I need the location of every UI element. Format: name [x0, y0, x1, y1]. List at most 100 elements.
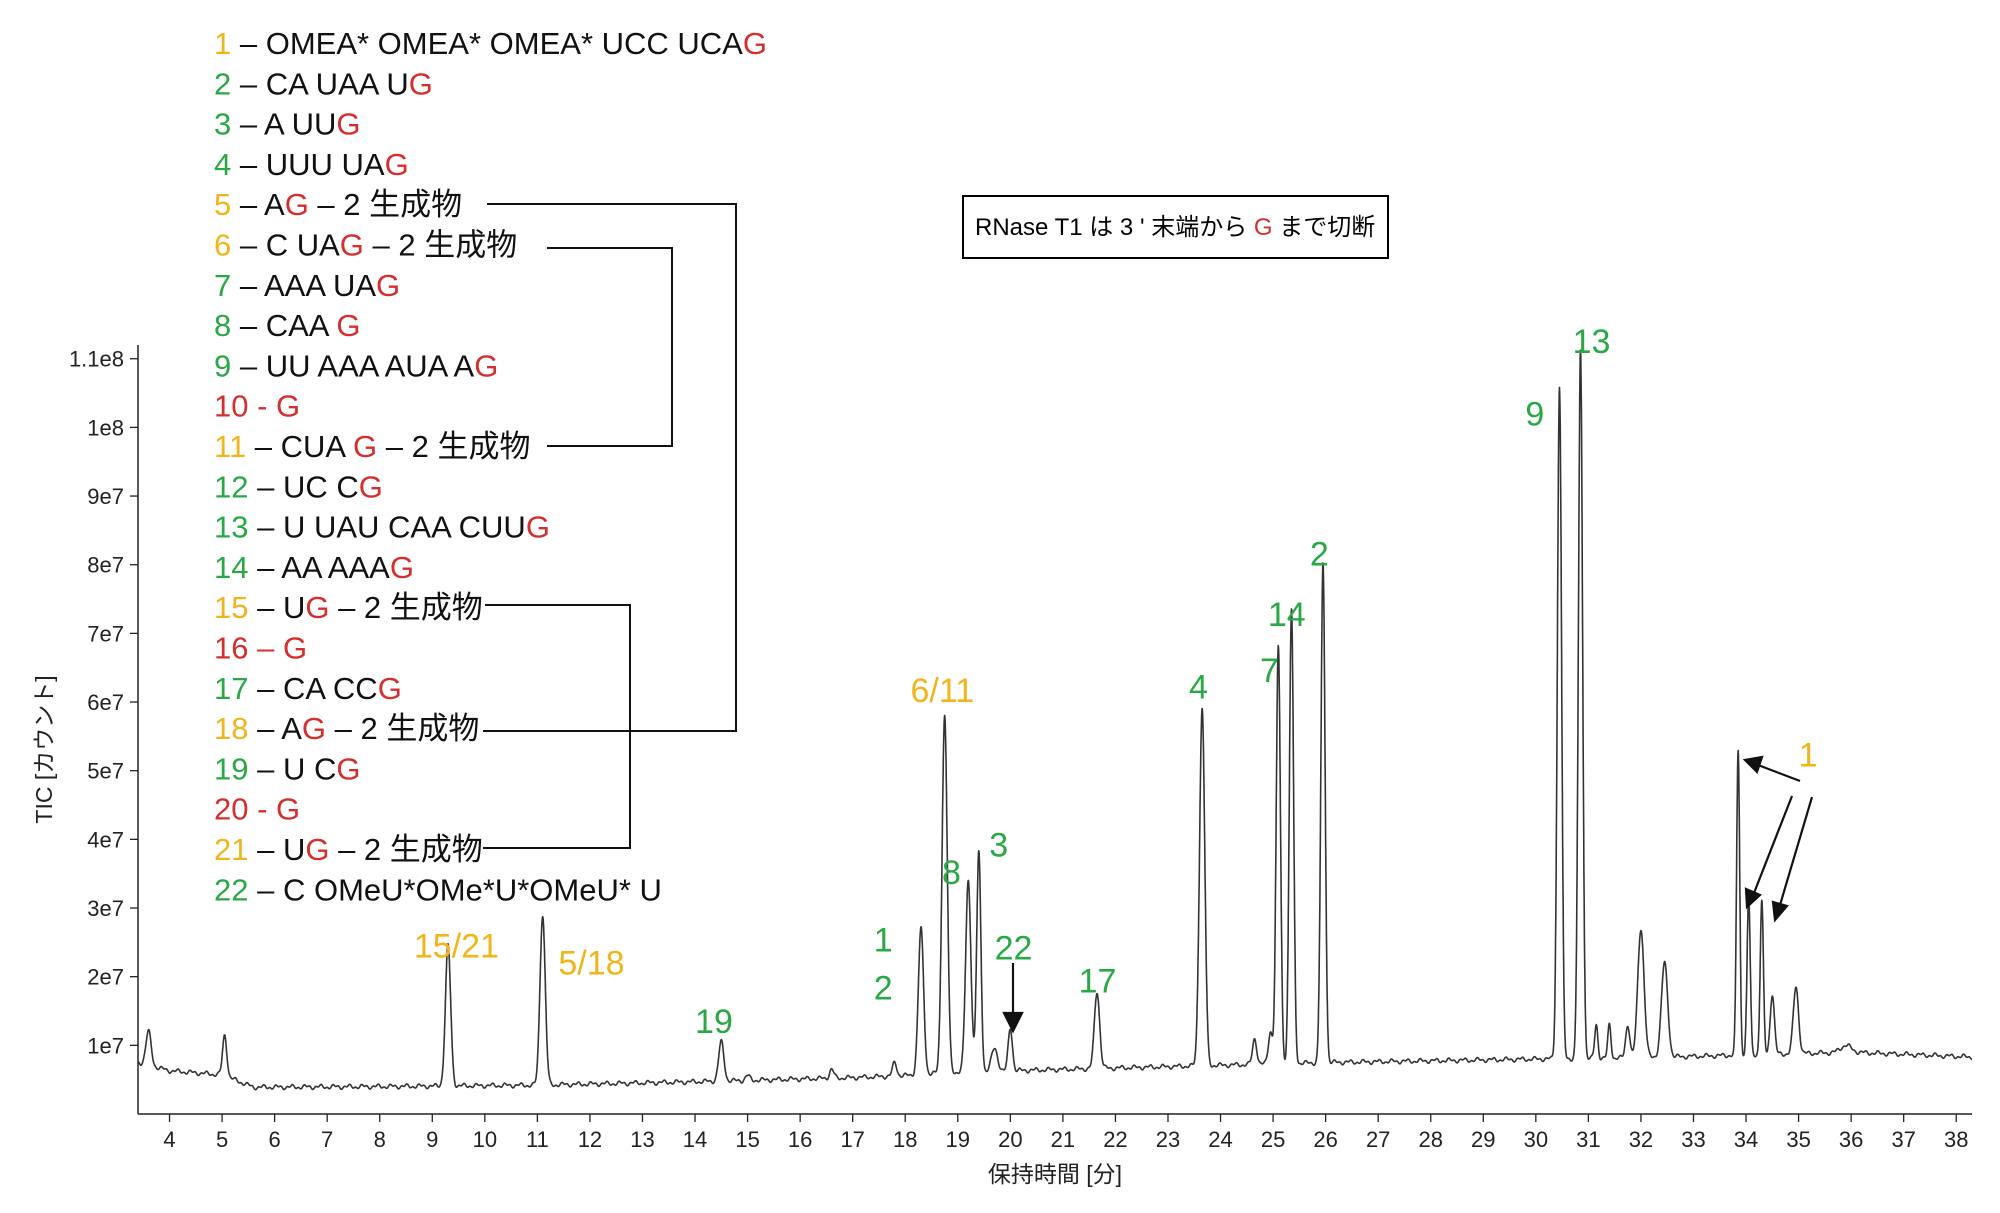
legend-number: 22	[214, 872, 248, 907]
legend-text-part: – G	[248, 631, 307, 666]
legend-number: 13	[214, 510, 248, 545]
peak-label: 15/21	[414, 927, 499, 965]
legend-text-part: – U UAU CAA CUU	[248, 510, 525, 545]
x-tick-label: 36	[1839, 1127, 1863, 1152]
legend-text-part: – 2 生成物	[329, 590, 482, 625]
legend-brackets	[483, 203, 737, 849]
x-tick-label: 7	[321, 1127, 333, 1152]
legend-text-part: G	[305, 832, 329, 867]
y-tick-label: 1e7	[87, 1033, 124, 1058]
bracket-15-21	[483, 604, 631, 849]
legend-number: 12	[214, 469, 248, 504]
legend-text-part: G	[336, 751, 360, 786]
peak-label: 2	[1310, 535, 1329, 573]
legend-text-part: – 2 生成物	[309, 187, 462, 222]
legend-item-6: 6 – C UAG – 2 生成物	[214, 228, 517, 263]
legend-text-part: – U	[248, 832, 305, 867]
legend-text-part: G	[376, 268, 400, 303]
legend-text-part: G	[378, 671, 402, 706]
x-tick-label: 23	[1156, 1127, 1180, 1152]
legend-text-part: G	[474, 348, 498, 383]
legend-item-22: 22 – C OMeU*OMe*U*OMeU* U	[214, 872, 662, 907]
x-tick-label: 11	[526, 1127, 549, 1152]
legend-text-part: - G	[248, 389, 300, 424]
x-tick-label: 28	[1418, 1127, 1442, 1152]
peak-label: 2	[874, 969, 893, 1007]
legend-item-4: 4 – UUU UAG	[214, 147, 409, 182]
legend-text-part: – U	[248, 590, 305, 625]
legend-text-part: – AAA UA	[231, 268, 376, 303]
arrow-1b-head	[1744, 887, 1762, 910]
peak-label: 1	[874, 921, 893, 959]
x-tick-label: 38	[1944, 1127, 1968, 1152]
y-tick-label: 6e7	[87, 690, 124, 715]
legend-item-21: 21 – UG – 2 生成物	[214, 832, 483, 867]
x-tick-label: 35	[1786, 1127, 1810, 1152]
legend-text-part: – OMEA* OMEA* OMEA* UCC UCA	[231, 26, 743, 61]
legend-item-1: 1 – OMEA* OMEA* OMEA* UCC UCAG	[214, 26, 767, 61]
legend-text-part: G	[305, 590, 329, 625]
legend-number: 9	[214, 348, 231, 383]
x-tick-label: 16	[788, 1127, 812, 1152]
arrow-1a-shaft	[1757, 763, 1801, 783]
x-tick-label: 26	[1313, 1127, 1337, 1152]
peak-label: 6/11	[910, 672, 974, 710]
legend-number: 17	[214, 671, 248, 706]
x-tick-label: 8	[374, 1127, 386, 1152]
y-tick-label: 2e7	[87, 965, 124, 990]
legend-number: 16	[214, 631, 248, 666]
x-tick-label: 32	[1629, 1127, 1653, 1152]
legend-text-part: – 2 生成物	[364, 228, 517, 263]
legend-text-part: – UUU UA	[231, 147, 385, 182]
legend-number: 21	[214, 832, 248, 867]
x-tick-label: 6	[269, 1127, 281, 1152]
legend-item-8: 8 – CAA G	[214, 308, 360, 343]
legend-item-2: 2 – CA UAA UG	[214, 66, 433, 101]
legend-text-part: G	[285, 187, 309, 222]
peak-label: 5/18	[558, 945, 624, 983]
legend-item-9: 9 – UU AAA AUA AG	[214, 348, 498, 383]
x-tick-label: 22	[1103, 1127, 1127, 1152]
legend-item-19: 19 – U CG	[214, 751, 360, 786]
legend-text-part: G	[409, 66, 433, 101]
legend-item-7: 7 – AAA UAG	[214, 268, 400, 303]
legend-text-part: G	[340, 228, 364, 263]
legend-number: 5	[214, 187, 231, 222]
x-tick-label: 33	[1681, 1127, 1705, 1152]
legend-number: 1	[214, 26, 231, 61]
peak-label: 14	[1268, 596, 1306, 634]
legend-text-part: – CA CC	[248, 671, 377, 706]
y-tick-label: 1e8	[87, 415, 124, 440]
y-tick-label: 7e7	[87, 621, 124, 646]
legend-number: 15	[214, 590, 248, 625]
x-axis-title: 保持時間 [分]	[988, 1161, 1122, 1187]
x-tick-label: 13	[630, 1127, 654, 1152]
peak-label: 13	[1573, 323, 1611, 361]
legend-text-part: G	[359, 469, 383, 504]
legend-number: 11	[214, 429, 246, 464]
x-tick-label: 21	[1051, 1127, 1075, 1152]
legend-text-part: – CAA	[231, 308, 336, 343]
x-tick-label: 17	[840, 1127, 864, 1152]
bracket-6-11	[547, 247, 673, 447]
legend-number: 18	[214, 711, 248, 746]
legend-number: 3	[214, 107, 231, 142]
arrow-22-head	[1002, 1011, 1024, 1034]
legend-text-part: – AA AAA	[248, 550, 390, 585]
x-tick-label: 25	[1261, 1127, 1285, 1152]
legend-text-part: – A UU	[231, 107, 336, 142]
legend-item-5: 5 – AG – 2 生成物	[214, 187, 462, 222]
legend-text-part: G	[336, 308, 360, 343]
peak-label: 22	[995, 930, 1033, 968]
peak-label: 3	[989, 827, 1008, 865]
x-tick-label: 18	[893, 1127, 917, 1152]
peak-label: 17	[1079, 962, 1117, 1000]
y-tick-label: 9e7	[87, 484, 124, 509]
legend-text-part: G	[390, 550, 414, 585]
legend-item-14: 14 – AA AAAG	[214, 550, 414, 585]
svg-text:RNase T1 は 3 ' 末端から G まで切断: RNase T1 は 3 ' 末端から G まで切断	[975, 214, 1375, 241]
x-tick-label: 20	[998, 1127, 1022, 1152]
x-tick-label: 29	[1471, 1127, 1495, 1152]
